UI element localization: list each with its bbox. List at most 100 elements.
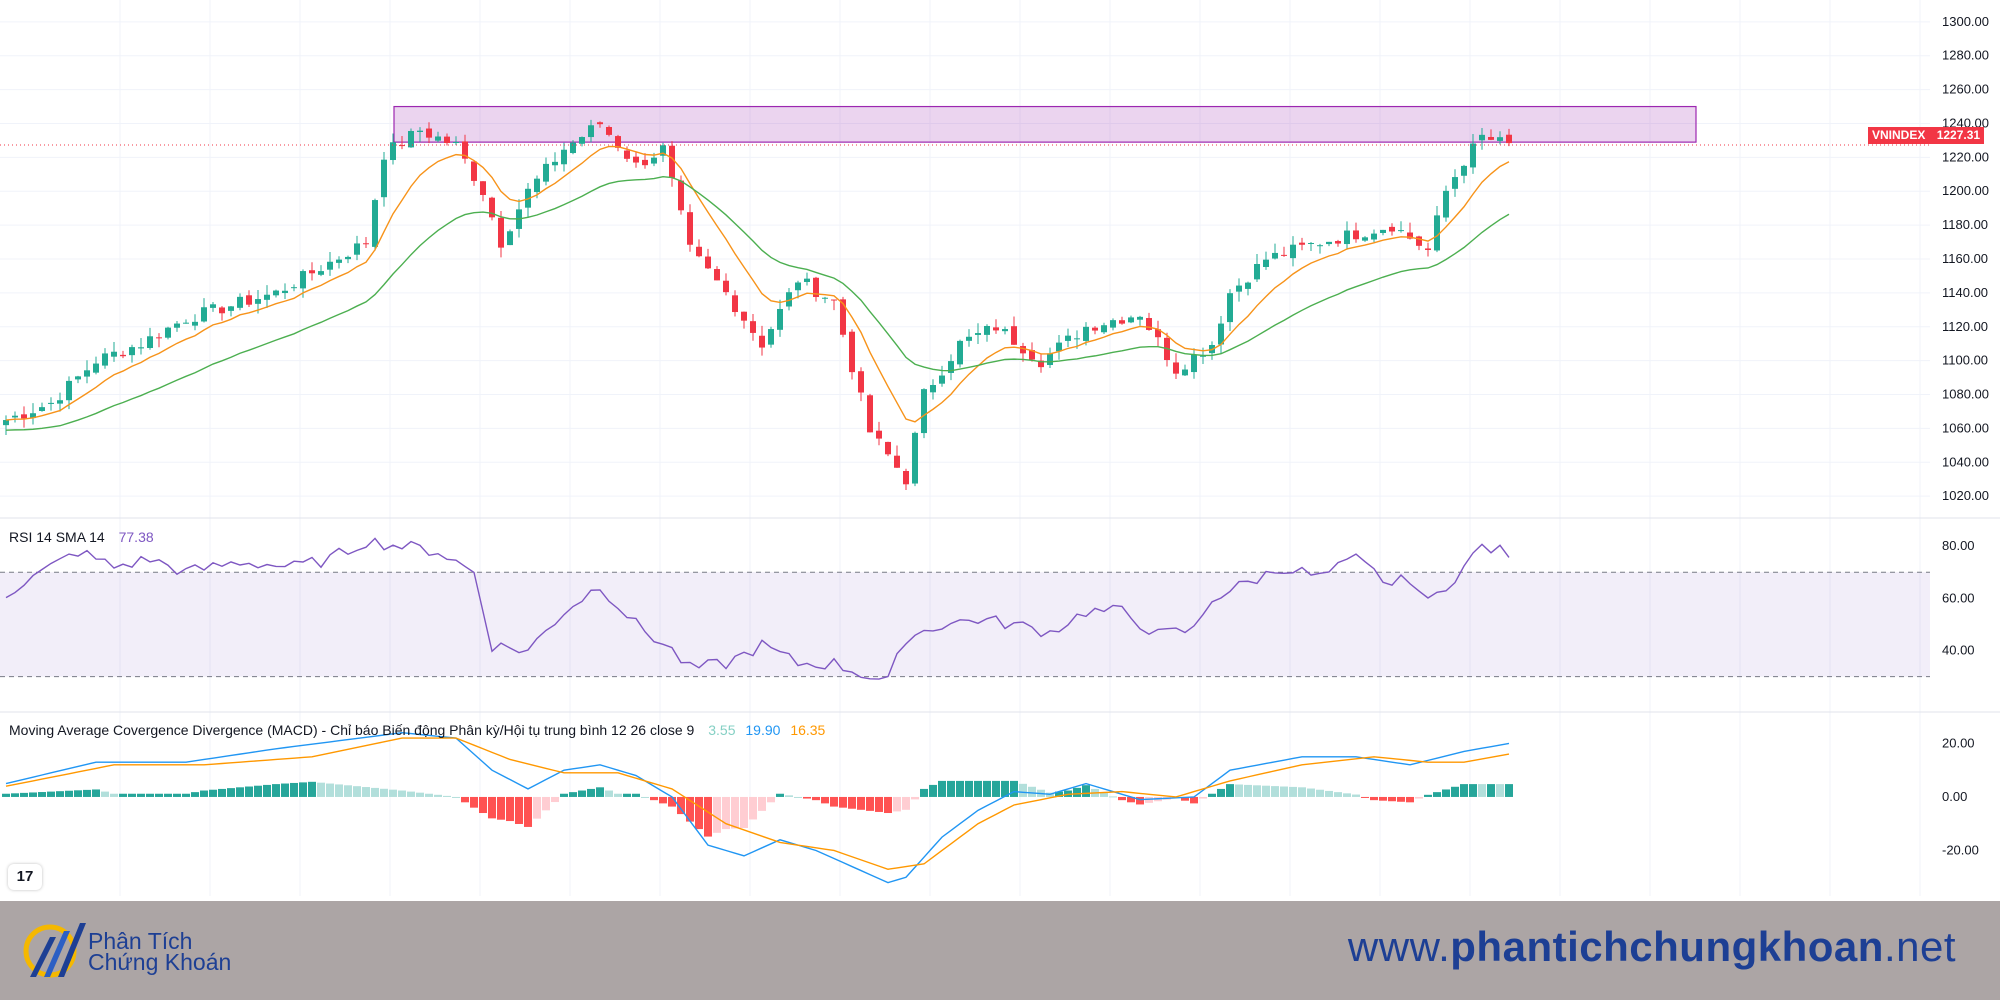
macd-histogram-bar — [110, 793, 118, 797]
candle-body — [957, 340, 963, 365]
candle-body — [1245, 282, 1251, 289]
rsi-value: 77.38 — [118, 529, 154, 545]
candle-body — [849, 331, 855, 373]
brand-line-2: Chứng Khoán — [88, 949, 232, 975]
candle — [1389, 223, 1395, 236]
candle-body — [1488, 136, 1494, 140]
candle — [399, 136, 405, 150]
candle — [804, 272, 810, 286]
candle-body — [1083, 326, 1089, 341]
candle — [876, 421, 882, 446]
macd-histogram-bar — [1505, 784, 1513, 797]
candle-body — [102, 353, 108, 366]
macd-histogram-bar — [2, 793, 10, 797]
candle — [912, 431, 918, 487]
price-axis-label: 1160.00 — [1942, 251, 1988, 266]
price-axis-label: 1280.00 — [1942, 48, 1989, 63]
price-axis-label: 1180.00 — [1942, 217, 1988, 232]
macd-histogram-bar — [992, 780, 1000, 797]
candle — [1461, 164, 1467, 184]
rsi-axis-label: 80.00 — [1942, 538, 1975, 553]
macd-histogram-bar — [875, 796, 883, 812]
candle-body — [300, 271, 306, 289]
candle — [210, 302, 216, 312]
candle — [786, 287, 792, 311]
candle-body — [1056, 342, 1062, 352]
candle-body — [381, 159, 387, 198]
price-axis-label: 1020.00 — [1942, 488, 1989, 503]
candle — [1281, 246, 1287, 257]
macd-histogram-bar — [1424, 794, 1432, 797]
macd-histogram-bar — [506, 796, 514, 822]
candle-body — [588, 125, 594, 138]
macd-histogram-bar — [479, 796, 487, 814]
candle — [1470, 134, 1476, 174]
candle — [795, 280, 801, 299]
candle-body — [318, 271, 324, 275]
macd-legend[interactable]: Moving Average Covergence Divergence (MA… — [9, 722, 825, 738]
candle — [741, 311, 747, 329]
candle — [1353, 222, 1359, 243]
macd-histogram-bar — [740, 796, 748, 829]
website-url[interactable]: www.phantichchungkhoan.net — [1348, 923, 1956, 971]
candle-body — [66, 380, 72, 401]
macd-histogram-bar — [1352, 794, 1360, 797]
candle-body — [1470, 143, 1476, 168]
candle-body — [453, 142, 459, 144]
macd-histogram-bar — [1280, 786, 1288, 797]
candle — [1173, 353, 1179, 380]
macd-histogram-bar — [848, 796, 856, 809]
candle — [1047, 347, 1053, 368]
candle-body — [1182, 369, 1188, 376]
candle — [1335, 239, 1341, 247]
candle — [327, 251, 333, 276]
rsi-legend[interactable]: RSI 14 SMA 14 77.38 — [9, 529, 154, 545]
candle — [1308, 242, 1314, 252]
candle-body — [255, 299, 261, 304]
candle-body — [1155, 329, 1161, 338]
candle-body — [336, 259, 342, 263]
macd-histogram-bar — [533, 796, 541, 819]
macd-histogram-bar — [1460, 784, 1468, 797]
candle — [192, 314, 198, 331]
candle — [417, 127, 423, 142]
macd-histogram-bar — [893, 796, 901, 812]
candle — [723, 273, 729, 296]
macd-axis-label: 0.00 — [1942, 789, 1967, 804]
candle — [273, 289, 279, 298]
brand-line-1: Phân Tích — [88, 928, 193, 954]
candle-body — [1173, 362, 1179, 374]
macd-histogram-bar — [623, 793, 631, 797]
candle-body — [138, 347, 144, 349]
candle — [120, 350, 126, 359]
candle — [408, 128, 414, 148]
candle-body — [228, 306, 234, 311]
macd-histogram-bar — [1289, 786, 1297, 797]
site-domain: phantichchungkhoan — [1450, 923, 1884, 970]
tradingview-logo-icon[interactable]: 17 — [8, 864, 42, 890]
candle-body — [93, 363, 99, 373]
macd-histogram-bar — [443, 795, 451, 797]
candle-body — [291, 287, 297, 289]
candle-body — [795, 282, 801, 291]
macd-histogram-bar — [1028, 786, 1036, 797]
macd-histogram-bar — [686, 796, 694, 822]
macd-histogram-bar — [839, 796, 847, 808]
macd-histogram-bar — [1271, 786, 1279, 797]
candle-body — [309, 270, 315, 274]
macd-histogram-bar — [578, 790, 586, 797]
candle-body — [48, 402, 54, 404]
candle — [471, 161, 477, 186]
candle — [1128, 315, 1134, 324]
candle-body — [1281, 254, 1287, 256]
macd-histogram-bar — [1082, 785, 1090, 797]
macd-histogram-bar — [569, 792, 577, 797]
candle — [1155, 320, 1161, 347]
candle — [867, 393, 873, 433]
candle-body — [831, 299, 837, 301]
candle — [84, 360, 90, 384]
macd-histogram-bar — [1487, 784, 1495, 797]
macd-histogram-bar — [173, 793, 181, 797]
candle-body — [912, 432, 918, 484]
candle — [939, 365, 945, 387]
